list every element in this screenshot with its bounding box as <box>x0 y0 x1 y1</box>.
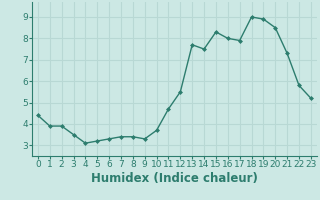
X-axis label: Humidex (Indice chaleur): Humidex (Indice chaleur) <box>91 172 258 185</box>
